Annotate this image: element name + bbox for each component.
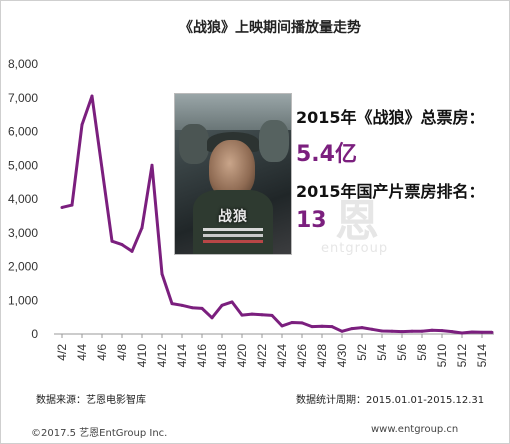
x-tick-label: 4/24 <box>275 344 289 368</box>
x-tick-label: 4/12 <box>155 344 169 368</box>
x-tick-label: 5/6 <box>395 344 409 361</box>
poster-soldier-left <box>179 124 209 164</box>
data-point <box>420 329 424 333</box>
x-tick-label: 4/6 <box>95 344 109 361</box>
data-point <box>330 325 334 329</box>
chart-title: 《战狼》上映期间播放量走势 <box>179 19 361 36</box>
x-tick-label: 4/20 <box>235 344 249 368</box>
data-point <box>160 272 164 276</box>
y-tick-label: 6,000 <box>8 125 38 139</box>
data-point <box>150 163 154 167</box>
x-tick-label: 4/2 <box>55 344 69 361</box>
data-point <box>220 303 224 307</box>
y-tick-label: 0 <box>31 327 38 341</box>
data-point <box>60 205 64 209</box>
x-tick-label: 4/16 <box>195 344 209 368</box>
data-point <box>370 327 374 331</box>
y-tick-label: 3,000 <box>8 226 38 240</box>
x-tick-label: 4/10 <box>135 344 149 368</box>
data-point <box>380 329 384 333</box>
data-point <box>290 321 294 325</box>
data-point <box>210 316 214 320</box>
y-tick-label: 1,000 <box>8 293 38 307</box>
data-point <box>260 313 264 317</box>
x-tick-label: 4/28 <box>315 344 329 368</box>
data-point <box>280 324 284 328</box>
x-tick-label: 4/4 <box>75 344 89 361</box>
x-tick-label: 5/12 <box>455 344 469 368</box>
data-point <box>200 306 204 310</box>
data-point <box>80 123 84 127</box>
data-point <box>340 329 344 333</box>
data-point <box>70 203 74 207</box>
x-tick-label: 5/2 <box>355 344 369 361</box>
data-point <box>130 249 134 253</box>
poster-face <box>209 140 255 198</box>
data-point <box>440 329 444 333</box>
data-point <box>230 300 234 304</box>
x-tick-label: 5/10 <box>435 344 449 368</box>
y-tick-label: 8,000 <box>8 57 38 71</box>
data-point <box>100 167 104 171</box>
data-point <box>190 306 194 310</box>
y-tick-label: 7,000 <box>8 91 38 105</box>
y-tick-label: 5,000 <box>8 158 38 172</box>
data-point <box>170 302 174 306</box>
data-point <box>110 239 114 243</box>
data-point <box>140 226 144 230</box>
data-point <box>490 330 494 334</box>
box-office-label: 2015年《战狼》总票房： <box>296 108 485 127</box>
x-tick-label: 5/4 <box>375 344 389 361</box>
x-tick-label: 4/26 <box>295 344 309 368</box>
data-point <box>250 312 254 316</box>
watermark-logo: 恩 <box>335 196 379 247</box>
data-point <box>480 330 484 334</box>
data-point <box>450 330 454 334</box>
data-point <box>120 243 124 247</box>
series-group <box>60 94 494 335</box>
rank-value: 13 <box>296 208 327 233</box>
y-tick-label: 4,000 <box>8 192 38 206</box>
data-period: 数据统计周期：2015.01.01-2015.12.31 <box>296 395 485 406</box>
data-point <box>470 330 474 334</box>
data-source: 数据来源：艺恩电影智库 <box>36 395 146 406</box>
x-tick-label: 5/8 <box>415 344 429 361</box>
x-tick-label: 5/14 <box>475 344 489 368</box>
data-point <box>360 326 364 330</box>
x-tick-label: 4/18 <box>215 344 229 368</box>
poster-credits <box>203 228 263 231</box>
x-tick-label: 4/8 <box>115 344 129 361</box>
x-tick-label: 4/14 <box>175 344 189 368</box>
data-point <box>240 313 244 317</box>
data-point <box>460 331 464 335</box>
watermark-text: entgroup <box>321 241 389 256</box>
poster-body <box>193 190 273 254</box>
data-point <box>350 327 354 331</box>
data-point <box>430 328 434 332</box>
data-point <box>390 329 394 333</box>
x-tick-label: 4/22 <box>255 344 269 368</box>
website-link[interactable]: www.entgroup.cn <box>371 424 459 435</box>
x-axis: 4/2 4/4 4/6 4/8 4/10 4/12 4/14 4/16 4/18 4/20 4/22… <box>55 334 489 367</box>
data-point <box>310 325 314 329</box>
data-point <box>270 313 274 317</box>
data-point <box>300 321 304 325</box>
series-line <box>61 94 492 335</box>
y-axis: 0 1,000 2,000 3,000 4,000 5,000 6,000 7,000 8,00… <box>8 57 38 341</box>
data-point <box>90 94 94 98</box>
poster-soldier-right <box>259 120 289 162</box>
poster-title: 战狼 <box>218 209 248 225</box>
data-point <box>400 330 404 334</box>
data-point <box>410 329 414 333</box>
data-point <box>320 324 324 328</box>
copyright: ©2017.5 艺恩EntGroup Inc. <box>31 428 168 439</box>
data-point <box>180 303 184 307</box>
rank-label: 2015年国产片票房排名： <box>296 182 485 201</box>
y-tick-label: 2,000 <box>8 260 38 274</box>
x-tick-label: 4/30 <box>335 344 349 368</box>
box-office-value: 5.4亿 <box>296 142 357 167</box>
movie-poster: 战狼 <box>174 93 292 255</box>
